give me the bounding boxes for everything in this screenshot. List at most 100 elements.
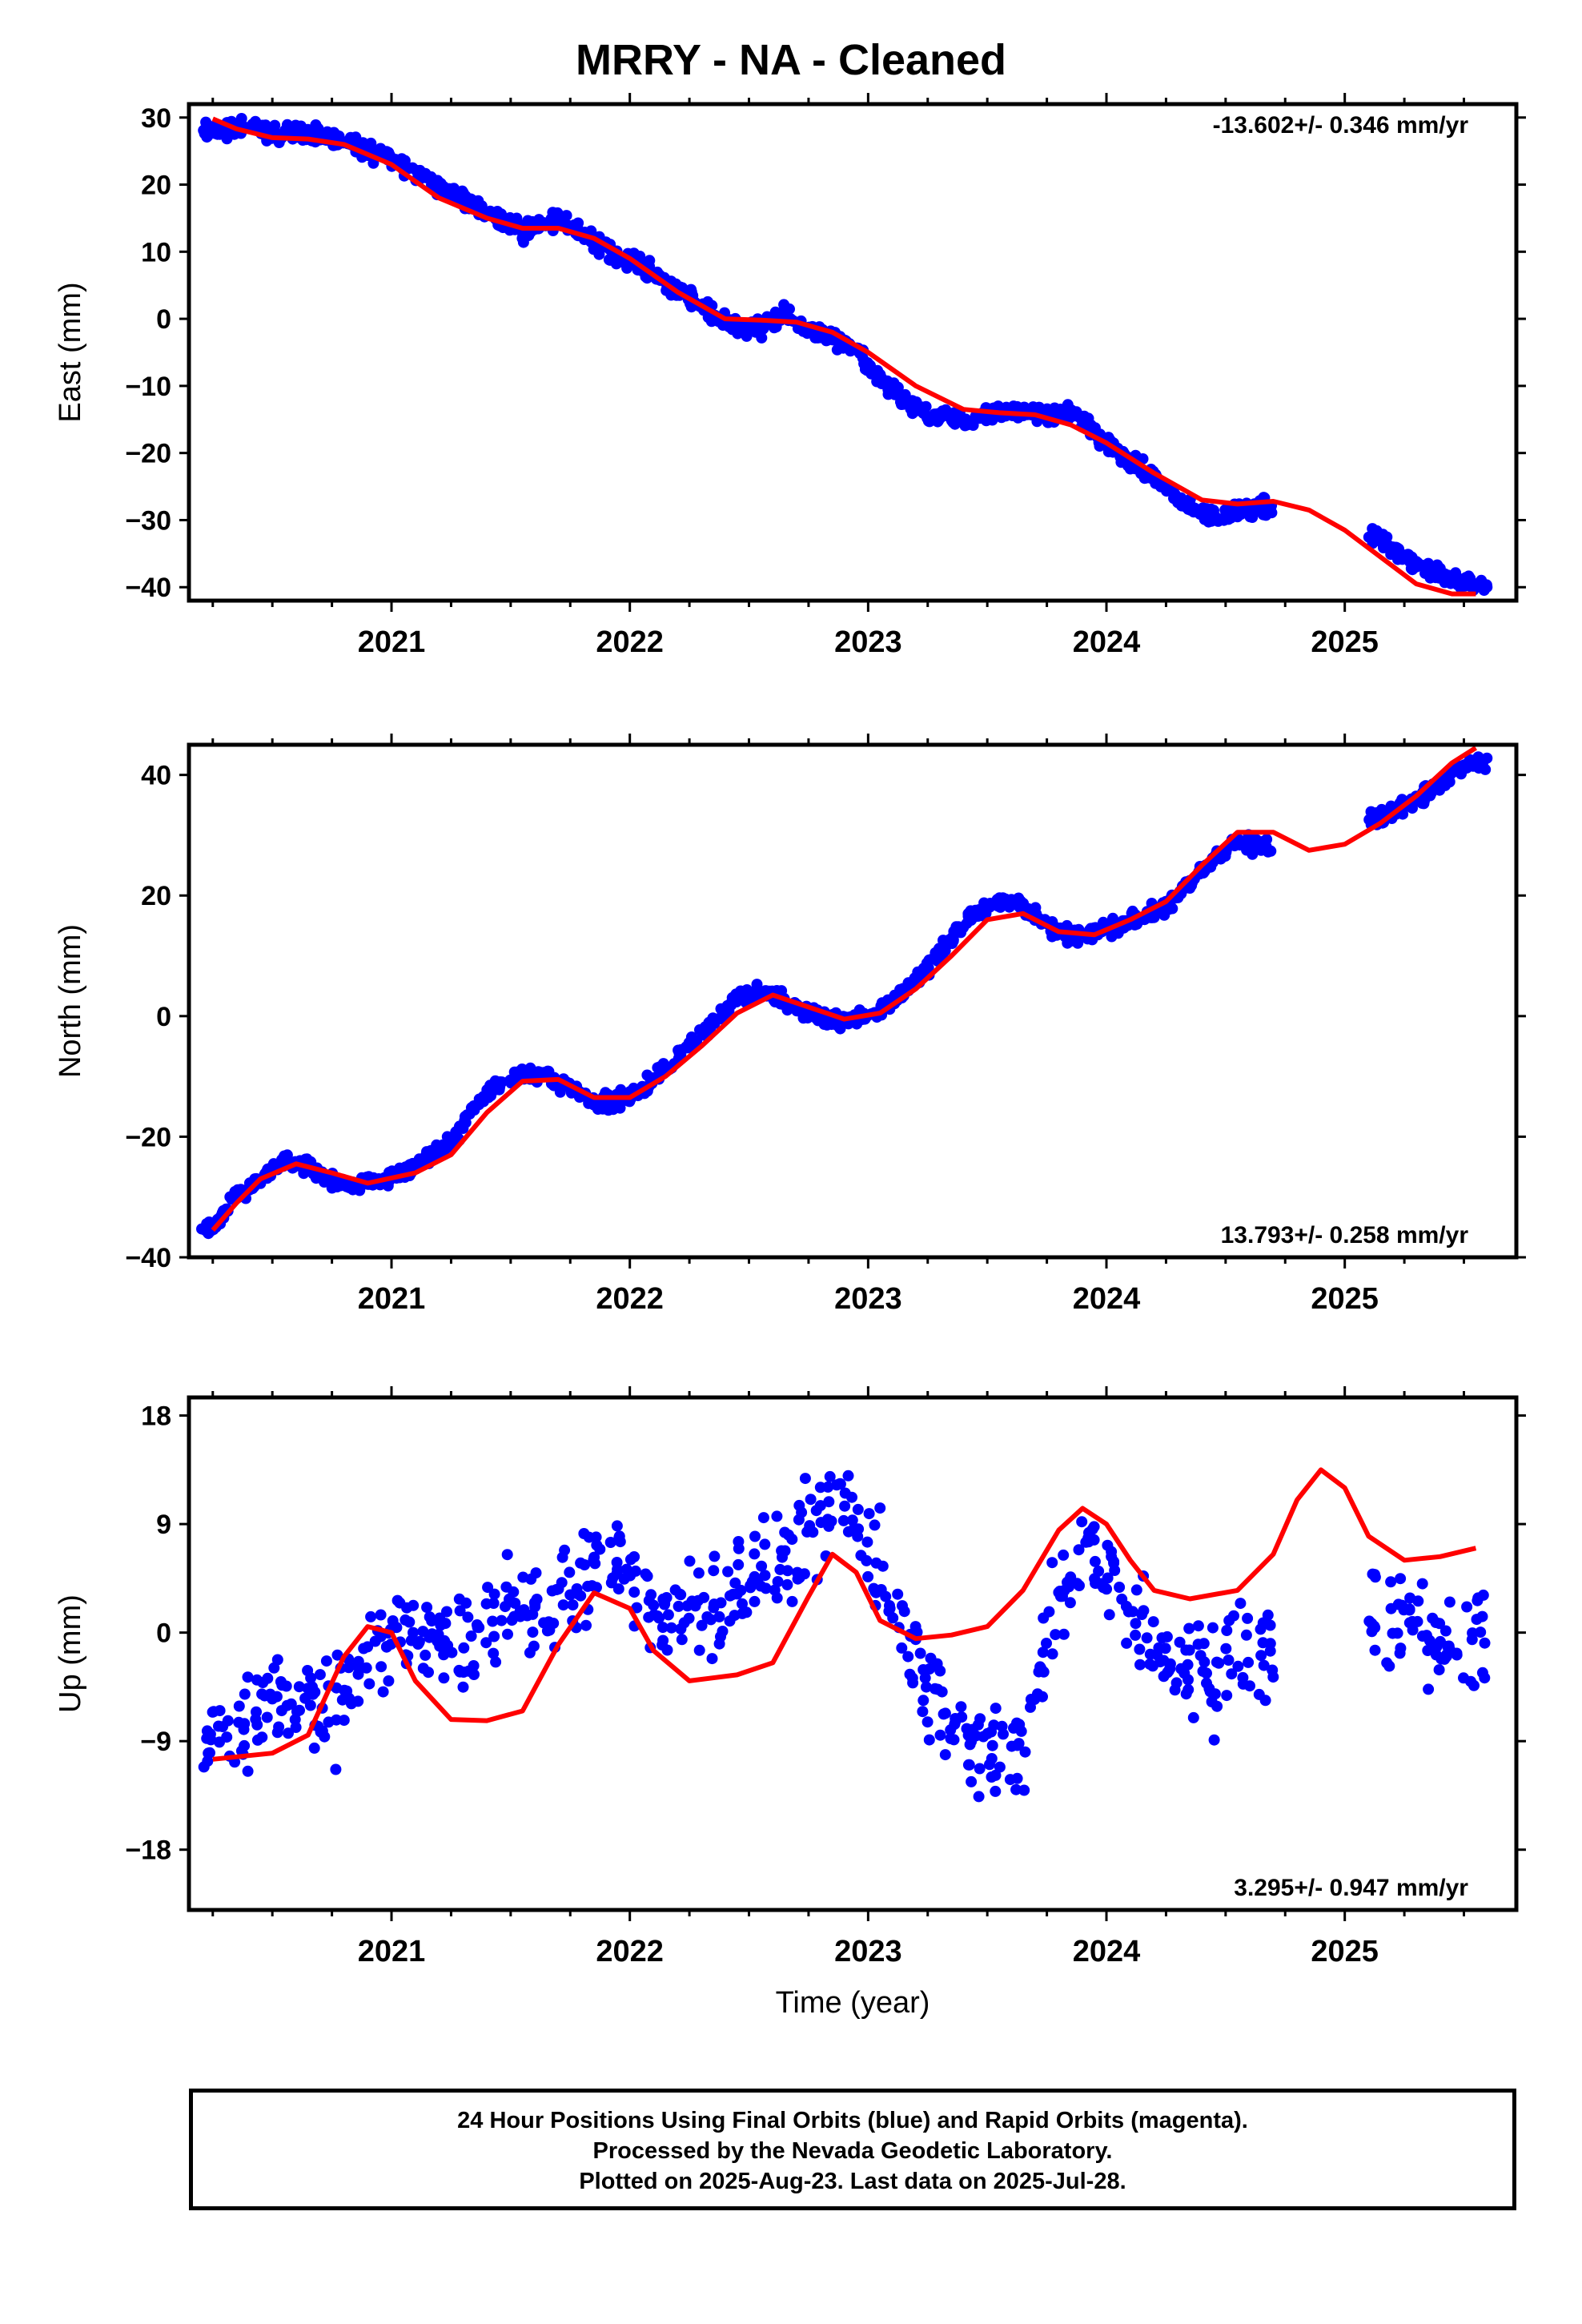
data-point: [556, 1551, 568, 1563]
data-point: [1221, 1625, 1233, 1636]
data-point: [769, 306, 781, 318]
data-point: [1220, 1642, 1232, 1655]
data-point: [923, 1734, 935, 1746]
data-point: [213, 1720, 224, 1732]
y-tick-label: 20: [141, 171, 171, 201]
y-tick-label: −40: [125, 573, 171, 603]
data-point: [914, 1647, 926, 1659]
data-point: [1247, 832, 1259, 844]
data-point: [709, 1598, 720, 1610]
y-tick-label: −18: [125, 1835, 171, 1866]
data-point: [434, 1640, 446, 1652]
rate-annotation: 3.295+/- 0.947 mm/yr: [1234, 1875, 1468, 1901]
data-point: [906, 1672, 918, 1684]
data-point: [863, 1508, 875, 1520]
data-point: [1134, 1659, 1146, 1671]
data-point: [1468, 1679, 1480, 1691]
data-point: [834, 1478, 846, 1490]
x-tick-label: 2022: [596, 625, 664, 659]
data-point: [675, 1048, 687, 1060]
data-point: [442, 1137, 454, 1149]
y-tick-label: 40: [141, 761, 171, 791]
data-point: [369, 1635, 381, 1647]
data-point: [950, 1716, 962, 1728]
data-point: [458, 1667, 469, 1678]
data-point: [727, 995, 739, 1007]
data-point: [310, 119, 322, 131]
data-point: [508, 1610, 520, 1622]
plot-area-up: [198, 1467, 1491, 1803]
data-point: [1379, 533, 1391, 545]
data-point: [724, 1615, 736, 1627]
data-point: [966, 1775, 978, 1787]
data-point: [902, 1651, 914, 1663]
data-point: [922, 415, 934, 427]
data-point: [490, 1656, 502, 1668]
data-point: [528, 1640, 540, 1652]
data-point: [204, 1747, 215, 1759]
data-point: [853, 1523, 865, 1535]
data-point: [242, 1671, 254, 1683]
data-point: [233, 1716, 245, 1728]
data-point: [1169, 1684, 1181, 1696]
data-point: [408, 1599, 420, 1611]
data-point: [799, 1011, 811, 1023]
fit-line: [211, 116, 1476, 597]
data-point: [493, 1084, 505, 1096]
data-point: [615, 1084, 627, 1096]
data-point: [919, 1672, 931, 1684]
data-point: [805, 1494, 817, 1506]
chart-title: MRRY - NA - Cleaned: [575, 36, 1007, 84]
data-point: [1463, 570, 1475, 582]
data-point: [485, 1090, 497, 1102]
data-point: [381, 1641, 392, 1652]
data-point: [1423, 787, 1435, 799]
data-point: [271, 1691, 283, 1703]
data-point: [1180, 1688, 1192, 1700]
y-tick-label: 0: [156, 304, 171, 335]
data-point: [675, 1589, 687, 1601]
data-point: [1006, 1740, 1018, 1752]
data-point: [454, 1605, 466, 1617]
data-point: [673, 1600, 685, 1612]
data-point: [322, 1176, 334, 1188]
data-point: [412, 1638, 424, 1650]
data-point: [281, 1699, 293, 1711]
data-point: [1121, 1637, 1133, 1649]
data-point: [528, 1597, 540, 1609]
data-point: [1054, 409, 1066, 421]
data-point: [383, 1675, 395, 1687]
data-point: [822, 1481, 834, 1493]
data-point: [729, 1577, 741, 1589]
data-point: [1395, 1642, 1407, 1655]
data-point: [1427, 1612, 1439, 1624]
data-point: [1153, 1642, 1165, 1654]
data-point: [917, 1706, 929, 1718]
data-point: [1208, 1734, 1220, 1746]
data-point: [793, 1514, 805, 1526]
data-point: [614, 1102, 626, 1114]
data-point: [659, 1598, 671, 1610]
data-point: [307, 1688, 319, 1700]
data-point: [1183, 1622, 1195, 1634]
data-point: [1398, 1604, 1410, 1616]
data-point: [1108, 1558, 1120, 1569]
data-point: [1073, 1544, 1085, 1556]
data-point: [1011, 1772, 1023, 1784]
data-point: [443, 183, 455, 195]
data-point: [271, 1727, 283, 1739]
x-tick-label: 2025: [1311, 1282, 1379, 1316]
data-point: [268, 1662, 280, 1674]
data-point: [1072, 937, 1084, 949]
data-point: [221, 133, 233, 145]
data-point: [1259, 505, 1271, 517]
data-point: [759, 1538, 771, 1550]
data-point: [458, 1642, 470, 1654]
data-point: [1050, 1629, 1062, 1641]
data-point: [207, 123, 219, 135]
data-point: [665, 1622, 677, 1634]
data-point: [934, 1665, 946, 1677]
y-tick-label: −20: [125, 439, 171, 469]
data-point: [1470, 758, 1482, 770]
plot-frame: [187, 102, 1519, 603]
